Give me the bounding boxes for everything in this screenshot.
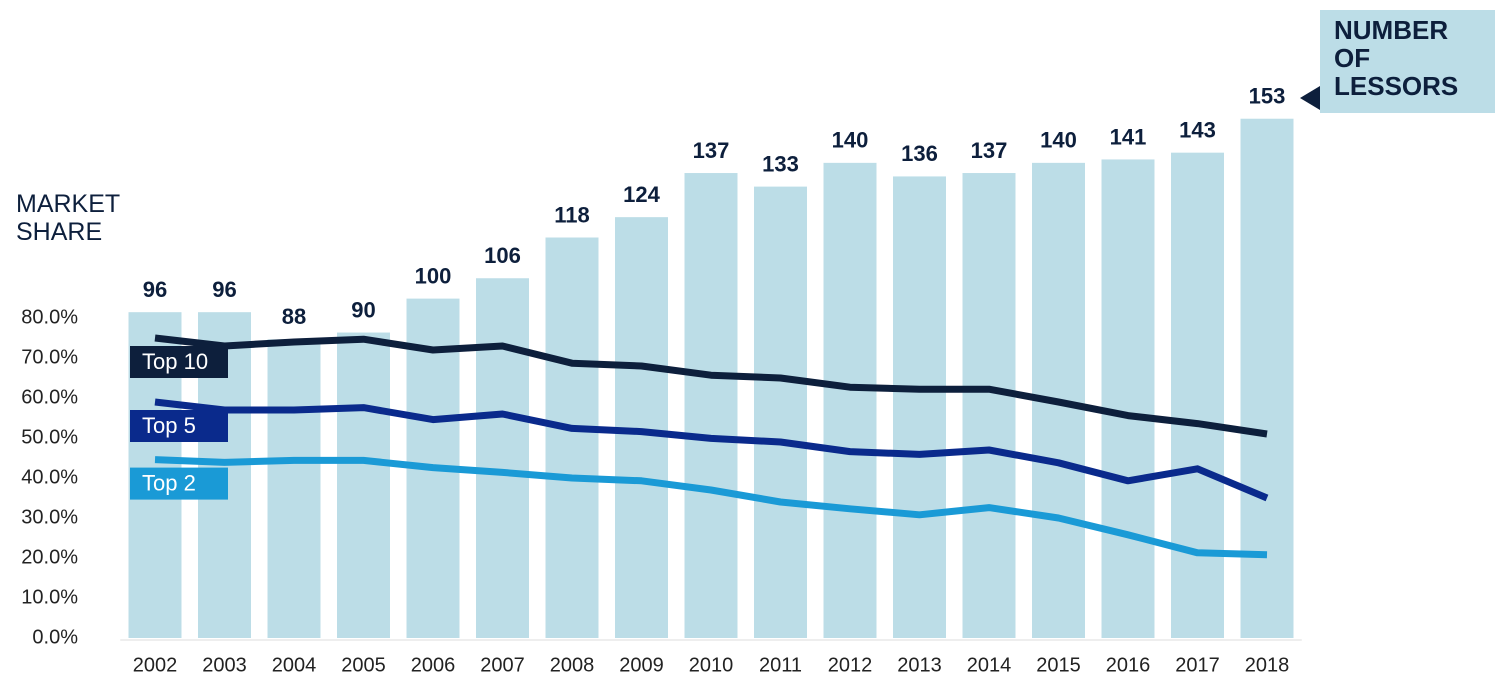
- y-tick-label: 10.0%: [21, 586, 78, 608]
- bar: [684, 173, 738, 638]
- bar: [1240, 118, 1294, 638]
- value-label: 140: [832, 128, 869, 153]
- x-tick-label: 2013: [897, 654, 942, 676]
- value-label: 90: [351, 297, 375, 322]
- y-tick-label: 30.0%: [21, 506, 78, 528]
- series-label-box: [130, 346, 228, 378]
- series-label: Top 10: [142, 349, 208, 374]
- x-tick-label: 2003: [202, 654, 247, 676]
- bar: [1171, 152, 1224, 638]
- value-label: 153: [1249, 84, 1286, 109]
- bar: [476, 278, 529, 638]
- series-label: Top 5: [142, 413, 196, 438]
- line: [154, 334, 1268, 438]
- y-tick-label: 20.0%: [21, 546, 78, 568]
- series-label-box: [130, 467, 228, 500]
- value-label: 133: [762, 151, 799, 176]
- line: [154, 398, 1269, 502]
- bar: [754, 186, 807, 638]
- x-tick-label: 2002: [133, 654, 178, 676]
- value-label: 141: [1110, 124, 1147, 149]
- x-tick-label: 2017: [1175, 654, 1220, 676]
- x-tick-label: 2015: [1036, 654, 1081, 676]
- value-label: 137: [693, 138, 730, 163]
- value-label: 137: [971, 138, 1008, 163]
- value-label: 88: [282, 304, 306, 329]
- y-tick-label: 40.0%: [21, 466, 78, 488]
- series-label: Top 2: [142, 470, 196, 495]
- bar: [337, 332, 390, 638]
- value-label: 136: [901, 141, 938, 166]
- bar: [267, 339, 321, 638]
- x-tick-label: 2018: [1245, 654, 1290, 676]
- value-label: 140: [1040, 128, 1077, 153]
- series-label-box: [130, 410, 228, 442]
- x-tick-label: 2016: [1106, 654, 1151, 676]
- bar-series-name: NUMBER OF LESSORS: [1334, 15, 1459, 101]
- value-label: 118: [554, 202, 590, 227]
- value-label: 106: [484, 243, 521, 268]
- bar: [545, 237, 599, 639]
- bar: [893, 176, 946, 638]
- y-axis-label: MARKET SHARE: [16, 190, 120, 246]
- y-tick-label: 60.0%: [21, 386, 78, 408]
- x-tick-label: 2005: [341, 654, 386, 676]
- x-tick-label: 2009: [619, 654, 664, 676]
- value-label: 100: [415, 263, 452, 288]
- y-tick-label: 80.0%: [21, 306, 78, 328]
- bar: [1101, 159, 1155, 639]
- x-tick-label: 2014: [967, 654, 1012, 676]
- x-tick-label: 2008: [550, 654, 595, 676]
- bar-series-label: NUMBER OF LESSORS: [1320, 10, 1495, 113]
- y-tick-label: 70.0%: [21, 346, 78, 368]
- x-tick-label: 2007: [480, 654, 525, 676]
- line: [154, 456, 1268, 559]
- x-tick-label: 2006: [411, 654, 456, 676]
- bar: [823, 162, 877, 638]
- x-tick-label: 2004: [272, 654, 317, 676]
- value-label: 124: [623, 182, 660, 207]
- bar: [962, 173, 1016, 638]
- y-tick-label: 0.0%: [32, 626, 78, 648]
- pointer: [1300, 86, 1320, 110]
- x-tick-label: 2010: [689, 654, 734, 676]
- value-label: 96: [212, 277, 236, 302]
- value-label: 96: [143, 277, 167, 302]
- value-label: 143: [1179, 117, 1216, 142]
- x-tick-label: 2011: [759, 654, 802, 676]
- y-tick-label: 50.0%: [21, 426, 78, 448]
- x-tick-label: 2012: [828, 654, 873, 676]
